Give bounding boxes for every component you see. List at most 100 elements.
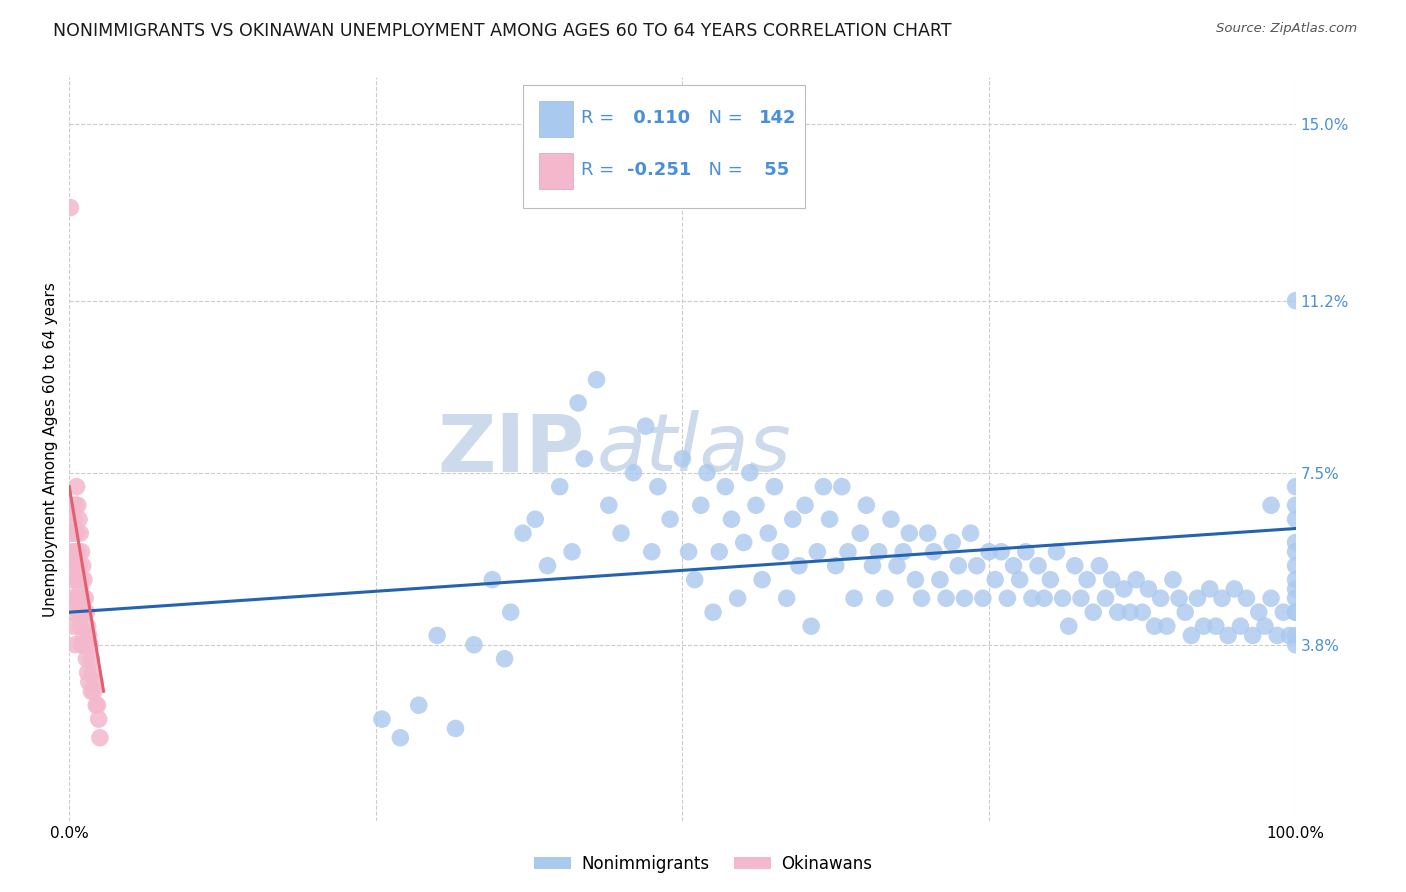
Text: R =: R = bbox=[581, 161, 620, 179]
Point bbox=[1063, 558, 1085, 573]
Point bbox=[1045, 545, 1067, 559]
Point bbox=[1008, 573, 1031, 587]
Point bbox=[1211, 591, 1233, 606]
Point bbox=[1284, 293, 1306, 308]
Point bbox=[80, 651, 103, 665]
Point bbox=[1088, 558, 1111, 573]
Point bbox=[62, 619, 84, 633]
Point bbox=[1284, 535, 1306, 549]
Point bbox=[683, 573, 706, 587]
Point bbox=[82, 665, 104, 680]
Text: 142: 142 bbox=[758, 110, 796, 128]
Point bbox=[714, 480, 737, 494]
Point bbox=[1284, 498, 1306, 512]
Point bbox=[1284, 591, 1306, 606]
Point bbox=[831, 480, 853, 494]
Point bbox=[953, 591, 976, 606]
Point bbox=[1161, 573, 1184, 587]
Point bbox=[499, 605, 522, 619]
Point bbox=[66, 545, 89, 559]
Point bbox=[727, 591, 749, 606]
Point bbox=[73, 628, 96, 642]
Point bbox=[842, 591, 865, 606]
Point bbox=[79, 638, 101, 652]
Point bbox=[444, 722, 467, 736]
Point bbox=[1101, 573, 1123, 587]
Point bbox=[1284, 582, 1306, 596]
Point bbox=[1192, 619, 1215, 633]
Point bbox=[1070, 591, 1092, 606]
Point bbox=[1076, 573, 1098, 587]
Point bbox=[769, 545, 792, 559]
Point bbox=[966, 558, 988, 573]
Point bbox=[1143, 619, 1166, 633]
Point bbox=[65, 591, 87, 606]
Point bbox=[69, 582, 91, 596]
Point bbox=[787, 558, 810, 573]
Point bbox=[855, 498, 877, 512]
Point bbox=[720, 512, 742, 526]
Point bbox=[1247, 605, 1270, 619]
Point bbox=[72, 605, 94, 619]
Point bbox=[659, 512, 682, 526]
Text: N =: N = bbox=[697, 110, 748, 128]
Point bbox=[935, 591, 957, 606]
Point bbox=[76, 665, 98, 680]
Point bbox=[63, 558, 86, 573]
Point bbox=[65, 498, 87, 512]
Point bbox=[886, 558, 908, 573]
FancyBboxPatch shape bbox=[538, 102, 574, 137]
Point bbox=[1265, 628, 1288, 642]
Point bbox=[689, 498, 711, 512]
Point bbox=[959, 526, 981, 541]
Point bbox=[59, 201, 82, 215]
Point bbox=[1156, 619, 1178, 633]
Point bbox=[65, 526, 87, 541]
Point bbox=[868, 545, 890, 559]
Point bbox=[898, 526, 921, 541]
Point bbox=[1125, 573, 1147, 587]
Point bbox=[849, 526, 872, 541]
Point bbox=[426, 628, 449, 642]
Point bbox=[873, 591, 896, 606]
Point bbox=[678, 545, 700, 559]
Point bbox=[1284, 558, 1306, 573]
Point bbox=[738, 466, 761, 480]
Point bbox=[1278, 628, 1301, 642]
Point bbox=[1112, 582, 1135, 596]
Text: Source: ZipAtlas.com: Source: ZipAtlas.com bbox=[1216, 22, 1357, 36]
Point bbox=[641, 545, 664, 559]
Point bbox=[70, 638, 93, 652]
Point bbox=[66, 558, 89, 573]
Point bbox=[1254, 619, 1277, 633]
Text: N =: N = bbox=[697, 161, 748, 179]
Point bbox=[536, 558, 558, 573]
Point bbox=[1015, 545, 1038, 559]
Point bbox=[1033, 591, 1056, 606]
Point bbox=[1174, 605, 1197, 619]
Point bbox=[1229, 619, 1251, 633]
Point bbox=[929, 573, 952, 587]
Point bbox=[733, 535, 755, 549]
Point bbox=[65, 545, 87, 559]
Text: NONIMMIGRANTS VS OKINAWAN UNEMPLOYMENT AMONG AGES 60 TO 64 YEARS CORRELATION CHA: NONIMMIGRANTS VS OKINAWAN UNEMPLOYMENT A… bbox=[53, 22, 952, 40]
Point bbox=[990, 545, 1012, 559]
Point bbox=[75, 605, 97, 619]
Point bbox=[60, 573, 83, 587]
Text: R =: R = bbox=[581, 110, 620, 128]
Point bbox=[745, 498, 768, 512]
Point bbox=[1260, 591, 1282, 606]
Point bbox=[87, 712, 110, 726]
Point bbox=[1137, 582, 1160, 596]
Point bbox=[1057, 619, 1080, 633]
Point bbox=[1284, 628, 1306, 642]
Point bbox=[709, 545, 731, 559]
Point bbox=[910, 591, 932, 606]
Point bbox=[371, 712, 394, 726]
Point bbox=[69, 619, 91, 633]
Point bbox=[813, 480, 835, 494]
Text: ZIP: ZIP bbox=[437, 410, 585, 489]
Point bbox=[1284, 605, 1306, 619]
Point bbox=[1130, 605, 1153, 619]
Point bbox=[512, 526, 534, 541]
